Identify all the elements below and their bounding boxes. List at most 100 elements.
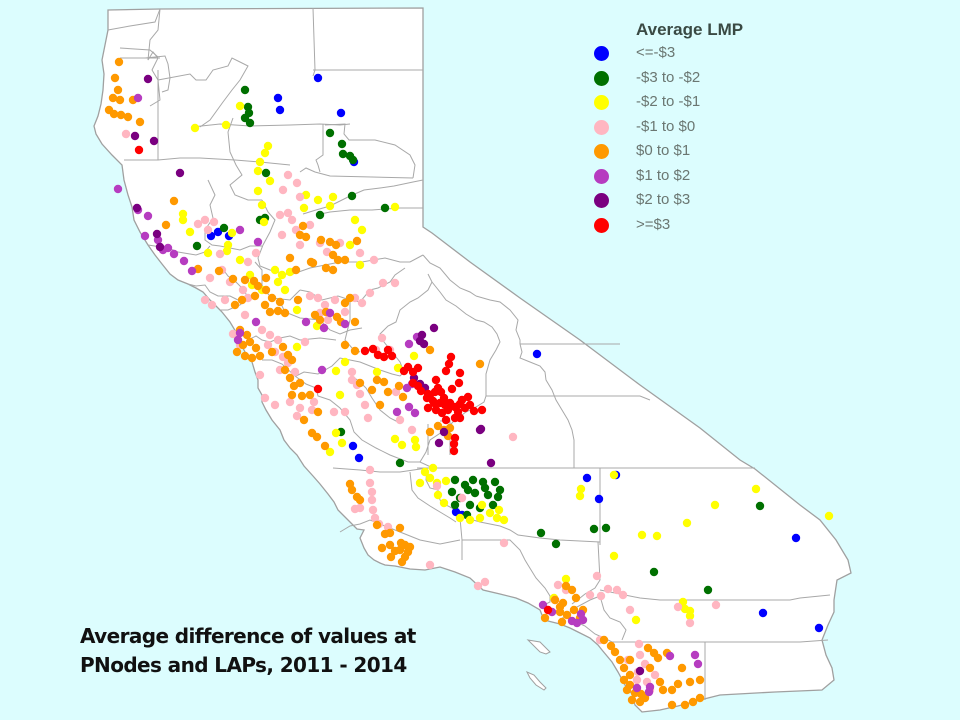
lmp-node-point [455, 513, 465, 523]
lmp-node-point [622, 685, 632, 695]
lmp-node-point [263, 141, 273, 151]
lmp-node-point [348, 155, 358, 165]
lmp-node-point [251, 248, 261, 258]
lmp-node-point [315, 315, 325, 325]
lmp-node-point [372, 375, 382, 385]
lmp-node-point [295, 240, 305, 250]
lmp-node-point [680, 604, 690, 614]
lmp-node-point [320, 441, 330, 451]
lmp-node-point [449, 439, 459, 449]
lmp-node-point [634, 639, 644, 649]
lmp-node-point [350, 504, 360, 514]
lmp-node-point [625, 670, 635, 680]
lmp-node-point [255, 370, 265, 380]
lmp-node-point [287, 390, 297, 400]
lmp-node-point [110, 73, 120, 83]
lmp-node-point [340, 357, 350, 367]
lmp-node-point [637, 530, 647, 540]
lmp-node-point [328, 250, 338, 260]
lmp-node-point [355, 389, 365, 399]
lmp-node-point [370, 513, 380, 523]
lmp-node-point [592, 571, 602, 581]
lmp-node-point [385, 540, 395, 550]
lmp-node-point [589, 524, 599, 534]
lmp-node-point [300, 337, 310, 347]
lmp-node-point [441, 476, 451, 486]
lmp-node-point [457, 493, 467, 503]
lmp-node-point [609, 470, 619, 480]
lmp-node-point [454, 378, 464, 388]
lmp-node-point [273, 335, 283, 345]
lmp-node-point [423, 389, 433, 399]
lmp-node-point [625, 605, 635, 615]
lmp-node-point [313, 293, 323, 303]
lmp-node-point [115, 95, 125, 105]
legend-title: Average LMP [636, 20, 744, 39]
lmp-node-point [632, 683, 642, 693]
lmp-node-point [242, 330, 252, 340]
lmp-node-point [123, 112, 133, 122]
lmp-node-point [476, 424, 486, 434]
lmp-node-point [287, 355, 297, 365]
lmp-node-point [655, 677, 665, 687]
lmp-node-point [291, 265, 301, 275]
lmp-node-point [340, 340, 350, 350]
lmp-node-point [650, 670, 660, 680]
lmp-node-point [261, 273, 271, 283]
lmp-node-point [263, 340, 273, 350]
lmp-node-point [665, 651, 675, 661]
lmp-node-point [209, 217, 219, 227]
lmp-node-point [365, 465, 375, 475]
lmp-node-point [475, 359, 485, 369]
lmp-node-point [485, 508, 495, 518]
lmp-node-point [490, 477, 500, 487]
lmp-node-point [569, 605, 579, 615]
lmp-node-point [255, 351, 265, 361]
legend-item-ge-3: >=$3 [590, 216, 790, 238]
lmp-node-point [625, 655, 635, 665]
lmp-node-point [275, 297, 285, 307]
lmp-node-point [235, 328, 245, 338]
lmp-node-point [331, 366, 341, 376]
lmp-node-point [407, 425, 417, 435]
lmp-node-point [635, 697, 645, 707]
lmp-node-point [228, 274, 238, 284]
lmp-node-point [329, 407, 339, 417]
lmp-node-point [404, 402, 414, 412]
lmp-node-point [187, 266, 197, 276]
lmp-node-point [416, 386, 426, 396]
lmp-node-point [340, 255, 350, 265]
lmp-node-point [365, 288, 375, 298]
lmp-node-point [238, 285, 248, 295]
lmp-node-point [149, 136, 159, 146]
lmp-node-point [596, 591, 606, 601]
lmp-node-point [677, 663, 687, 673]
lmp-node-point [325, 128, 335, 138]
lmp-node-point [116, 110, 126, 120]
lmp-node-point [152, 229, 162, 239]
lmp-node-point [205, 273, 215, 283]
lmp-node-point [237, 295, 247, 305]
lmp-node-point [610, 647, 620, 657]
lmp-node-point [446, 352, 456, 362]
lmp-node-point [360, 400, 370, 410]
lmp-node-point [261, 168, 271, 178]
lmp-node-point [441, 415, 451, 425]
lmp-node-point [228, 329, 238, 339]
lmp-node-point [169, 196, 179, 206]
lmp-node-point [417, 330, 427, 340]
legend-dot-icon [594, 144, 609, 159]
lmp-node-point [265, 176, 275, 186]
lmp-node-point [175, 168, 185, 178]
lmp-node-point [411, 442, 421, 452]
lmp-node-point [688, 697, 698, 707]
lmp-node-point [301, 317, 311, 327]
lmp-node-point [257, 325, 267, 335]
lmp-node-point [227, 228, 237, 238]
lmp-node-point [337, 139, 347, 149]
lmp-node-point [273, 306, 283, 316]
lmp-node-point [299, 203, 309, 213]
lmp-node-point [575, 491, 585, 501]
lmp-node-point [367, 487, 377, 497]
lmp-node-point [232, 347, 242, 357]
